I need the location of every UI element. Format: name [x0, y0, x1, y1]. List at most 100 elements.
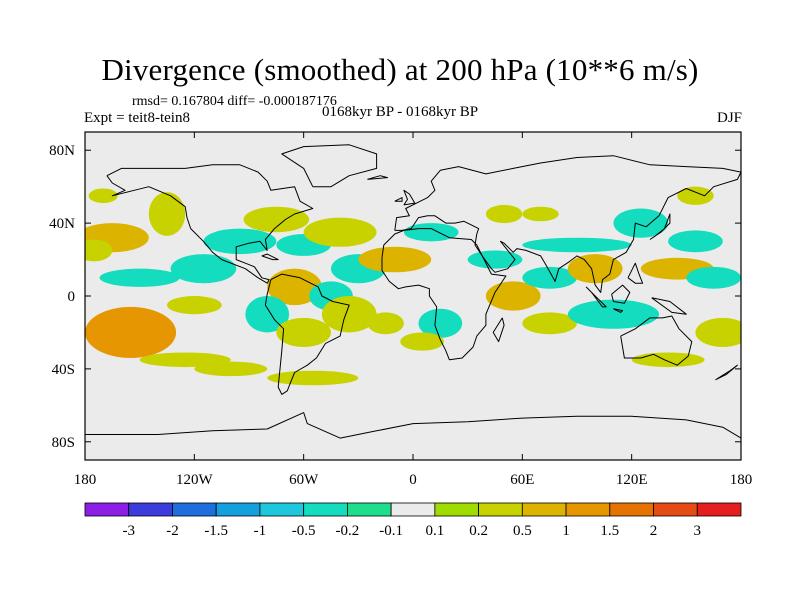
divergence-cell	[567, 299, 659, 329]
divergence-cell	[522, 237, 632, 253]
colorbar-label: -2	[166, 523, 179, 539]
coastline	[403, 189, 416, 206]
colorbar-label: 0.1	[425, 523, 444, 539]
colorbar-label: -1	[254, 523, 267, 539]
coastline	[367, 175, 388, 180]
divergence-cell	[668, 230, 723, 253]
lon-tick-label: 120W	[176, 472, 214, 488]
colorbar-label: 1	[562, 523, 570, 539]
coastline	[85, 412, 741, 439]
coastline	[611, 284, 631, 304]
lat-tick-label: 80S	[52, 435, 75, 451]
divergence-cell	[99, 268, 180, 287]
plot-title: Divergence (smoothed) at 200 hPa (10**6 …	[101, 52, 699, 87]
lon-tick-label: 120E	[616, 472, 648, 488]
colorbar-swatch	[478, 502, 523, 517]
divergence-cell	[403, 223, 459, 242]
coastline	[613, 308, 624, 313]
divergence-cell	[567, 254, 623, 284]
divergence-cell	[467, 250, 523, 269]
colorbar-swatch	[653, 502, 698, 517]
divergence-cell	[367, 312, 404, 335]
divergence-cell	[203, 228, 277, 255]
colorbar-label: 0.5	[513, 523, 532, 539]
colorbar-label: 1.5	[600, 523, 619, 539]
shading-layer	[85, 186, 741, 386]
coastline	[627, 262, 644, 284]
colorbar-swatch	[565, 502, 611, 517]
colorbar-swatch	[346, 502, 392, 517]
divergence-cell	[167, 296, 222, 315]
coastline	[649, 213, 671, 240]
stats-line: rmsd= 0.167804 diff= -0.000187176	[132, 94, 337, 109]
colorbar-swatch	[215, 502, 261, 517]
lat-tick-label: 0	[68, 289, 76, 305]
coastlines	[85, 144, 741, 439]
colorbar-swatch	[172, 502, 217, 517]
divergence-cell	[522, 206, 559, 222]
divergence-cell	[243, 206, 310, 233]
colorbar-label: -3	[122, 523, 135, 539]
divergence-cell	[85, 306, 177, 358]
period-label: 0168kyr BP - 0168kyr BP	[322, 104, 479, 120]
divergence-cell	[358, 246, 432, 273]
coastline	[106, 164, 314, 284]
colorbar-swatch	[390, 502, 436, 517]
colorbar-swatch	[434, 502, 480, 517]
axis-ticks: 180 120W 60W 0 60E 120E 180 80N 40N 0 40S 80S	[49, 132, 752, 488]
coastline	[585, 286, 607, 308]
lon-tick-label: 0	[409, 472, 417, 488]
coastline	[381, 228, 507, 361]
colorbar-label: -0.5	[292, 523, 316, 539]
divergence-cell	[613, 208, 669, 238]
lon-tick-label: 180	[74, 472, 97, 488]
colorbar-label: -1.5	[204, 523, 228, 539]
coastline	[651, 297, 687, 315]
lat-tick-label: 40N	[49, 216, 75, 232]
colorbar-swatch	[303, 502, 348, 517]
coastline	[492, 317, 505, 343]
lat-tick-label: 80N	[49, 143, 75, 159]
lat-tick-label: 40S	[52, 362, 75, 378]
divergence-cell	[485, 281, 541, 311]
coastline	[394, 155, 741, 293]
colorbar-label: -0.1	[379, 523, 403, 539]
divergence-cell	[418, 308, 463, 338]
divergence-cell	[170, 254, 237, 284]
colorbar-swatch	[259, 502, 305, 517]
coastline	[264, 273, 350, 395]
divergence-cell	[485, 204, 523, 224]
divergence-cell	[303, 217, 377, 247]
divergence-cell	[85, 239, 113, 262]
colorbar-label: 0.2	[469, 523, 488, 539]
lon-tick-label: 60E	[510, 472, 534, 488]
divergence-cell	[267, 370, 359, 386]
colorbar-label: -0.2	[336, 523, 360, 539]
coastline	[394, 197, 403, 202]
divergence-cell	[522, 312, 578, 335]
colorbar-swatch	[609, 502, 654, 517]
divergence-cell	[522, 266, 578, 289]
divergence-cell	[631, 352, 705, 368]
divergence-cell	[194, 361, 268, 377]
divergence-cell	[321, 296, 377, 333]
divergence-cell	[400, 332, 444, 351]
coastline	[715, 364, 738, 381]
divergence-cell	[88, 188, 118, 204]
colorbar-label: 3	[694, 523, 702, 539]
expt-label: Expt = teit8-tein8	[84, 110, 190, 126]
lon-tick-label: 180	[730, 472, 753, 488]
lon-tick-label: 60W	[289, 472, 319, 488]
divergence-cell	[677, 186, 714, 205]
season-label: DJF	[716, 110, 742, 126]
colorbar-label: 2	[650, 523, 658, 539]
colorbar-swatch	[696, 502, 742, 517]
divergence-cell	[276, 317, 331, 348]
coastline	[281, 144, 378, 188]
colorbar-swatch	[521, 502, 567, 517]
divergence-cell	[695, 317, 741, 348]
divergence-cell	[148, 192, 186, 236]
coastline	[620, 315, 693, 366]
colorbar-swatch	[128, 502, 173, 517]
